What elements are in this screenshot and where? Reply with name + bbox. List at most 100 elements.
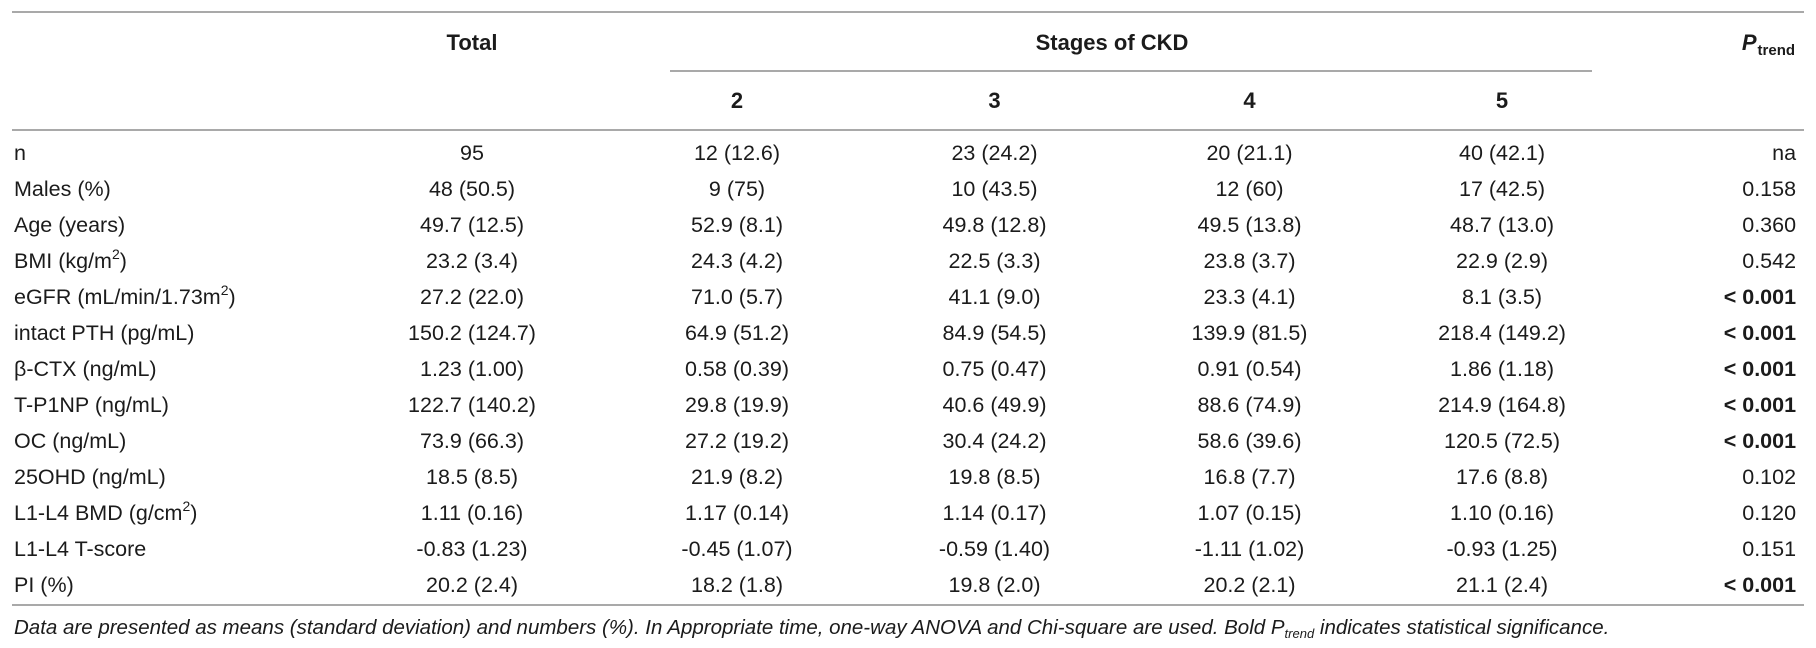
value-cell: 1.07 (0.15) <box>1197 501 1302 526</box>
value-cell: 84.9 (54.5) <box>942 321 1047 346</box>
value-cell: 24.3 (4.2) <box>690 249 784 274</box>
row-label: PI (%) <box>12 568 342 606</box>
value-cell: -1.11 (1.02) <box>1194 537 1305 562</box>
value-cell: -0.59 (1.40) <box>938 537 1051 562</box>
value-cell: 10 (43.5) <box>951 177 1038 202</box>
value-cell: 40.6 (49.9) <box>942 393 1047 418</box>
label-column-header <box>12 12 342 72</box>
value-cell: 17 (42.5) <box>1458 177 1546 202</box>
table-row: PI (%) 20.2 (2.4) 18.2 (1.8) 19.8 (2.0) 20.2… <box>12 568 1805 606</box>
header-row-2: 2 3 4 5 <box>12 72 1805 131</box>
p-trend-cell: 0.542 <box>1742 249 1797 274</box>
value-cell: -0.45 (1.07) <box>681 537 793 562</box>
value-cell: 20.2 (2.4) <box>342 568 602 606</box>
value-cell: 22.9 (2.9) <box>1456 249 1549 274</box>
value-cell: 21.1 (2.4) <box>1382 568 1623 606</box>
empty-header-cell <box>342 72 602 131</box>
value-cell: 20 (21.1) <box>1206 141 1293 166</box>
stage-2-header: 2 <box>602 72 872 131</box>
value-cell: 95 <box>460 141 484 166</box>
value-cell: 19.8 (2.0) <box>872 568 1117 606</box>
p-trend-cell: < 0.001 <box>1723 321 1797 346</box>
value-cell: 17.6 (8.8) <box>1456 465 1549 490</box>
row-label: BMI (kg/m2) <box>14 246 127 274</box>
value-cell: 18.2 (1.8) <box>602 568 872 606</box>
value-cell: 23.3 (4.1) <box>1203 285 1296 310</box>
value-cell: 214.9 (164.8) <box>1438 393 1566 418</box>
value-cell: 18.5 (8.5) <box>425 465 519 490</box>
table-footnote: Data are presented as means (standard de… <box>14 616 1610 641</box>
value-cell: 0.91 (0.54) <box>1197 357 1302 382</box>
table-row: intact PTH (pg/mL) 150.2 (124.7) 64.9 (51.… <box>12 316 1804 352</box>
value-cell: 1.23 (1.00) <box>420 357 524 382</box>
row-label: L1-L4 T-score <box>14 537 147 562</box>
value-cell: 12 (12.6) <box>693 141 781 166</box>
value-cell: 88.6 (74.9) <box>1197 393 1302 418</box>
value-cell: 49.5 (13.8) <box>1197 213 1302 238</box>
row-label: eGFR (mL/min/1.73m2) <box>14 282 236 310</box>
value-cell: 16.8 (7.7) <box>1203 465 1296 490</box>
row-label: OC (ng/mL) <box>14 429 127 454</box>
table-row: T-P1NP (ng/mL) 122.7 (140.2) 29.8 (19.9) 40… <box>12 388 1804 424</box>
p-trend-cell: < 0.001 <box>1723 285 1797 310</box>
value-cell: 64.9 (51.2) <box>685 321 789 346</box>
row-label: n <box>14 141 26 166</box>
value-cell: 41.1 (9.0) <box>948 285 1041 310</box>
value-cell: 58.6 (39.6) <box>1197 429 1302 454</box>
row-label: Males (%) <box>14 177 111 202</box>
p-trend-cell: 0.158 <box>1742 177 1797 202</box>
table-row: Age (years) 49.7 (12.5) 52.9 (8.1) 49.8 (12… <box>12 208 1804 244</box>
p-trend-column-header: Ptrend <box>1741 29 1796 59</box>
footnote-p-symbol: P <box>1270 616 1285 639</box>
value-cell: 9 (75) <box>708 177 766 202</box>
p-trend-cell: 0.102 <box>1742 465 1797 490</box>
stages-of-ckd-label: Stages of CKD <box>1035 29 1189 55</box>
table-row: OC (ng/mL) 73.9 (66.3) 27.2 (19.2) 30.4 (24… <box>12 424 1804 460</box>
table-row: L1-L4 T-score -0.83 (1.23) -0.45 (1.07) -0.… <box>12 532 1804 568</box>
table-header: Total Stages of CKD Ptrend 2 3 4 5 <box>12 12 1805 131</box>
value-cell: 73.9 (66.3) <box>420 429 524 454</box>
value-cell: 120.5 (72.5) <box>1444 429 1560 454</box>
row-label: L1-L4 BMD (g/cm2) <box>14 498 198 526</box>
total-column-header: Total <box>446 29 498 55</box>
value-cell: 1.11 (0.16) <box>420 501 524 526</box>
table-row: BMI (kg/m2) 23.2 (3.4) 24.3 (4.2) 22.5 (3.3… <box>12 244 1804 280</box>
value-cell: 0.58 (0.39) <box>685 357 789 382</box>
table-row: n 95 12 (12.6) 23 (24.2) 20 (21.1) 40 (42.1) n… <box>12 130 1804 172</box>
empty-header-cell <box>1622 72 1805 131</box>
value-cell: 22.5 (3.3) <box>948 249 1041 274</box>
row-label: 25OHD (ng/mL) <box>14 465 166 490</box>
stages-underline-rule <box>670 70 1593 72</box>
stages-of-ckd-header: Stages of CKD <box>602 12 1622 72</box>
value-cell: -0.83 (1.23) <box>416 537 528 562</box>
value-cell: 1.14 (0.17) <box>942 501 1047 526</box>
p-trend-cell: na <box>1772 141 1797 166</box>
p-trend-cell: 0.151 <box>1742 537 1797 562</box>
value-cell: 1.86 (1.18) <box>1450 357 1555 382</box>
value-cell: 27.2 (19.2) <box>685 429 789 454</box>
value-cell: 40 (42.1) <box>1458 141 1546 166</box>
value-cell: 30.4 (24.2) <box>942 429 1047 454</box>
value-cell: -0.93 (1.25) <box>1446 537 1558 562</box>
row-label: T-P1NP (ng/mL) <box>14 393 169 418</box>
value-cell: 71.0 (5.7) <box>690 285 784 310</box>
stage-5-header: 5 <box>1382 72 1623 131</box>
table-row: 25OHD (ng/mL) 18.5 (8.5) 21.9 (8.2) 19.8 (8… <box>12 460 1804 496</box>
stage-3-header: 3 <box>872 72 1117 131</box>
value-cell: 23.8 (3.7) <box>1203 249 1296 274</box>
value-cell: 48 (50.5) <box>428 177 516 202</box>
value-cell: 27.2 (22.0) <box>420 285 524 310</box>
value-cell: 20.2 (2.1) <box>1117 568 1382 606</box>
value-cell: 218.4 (149.2) <box>1438 321 1566 346</box>
value-cell: 8.1 (3.5) <box>1461 285 1543 310</box>
table-row: β-CTX (ng/mL) 1.23 (1.00) 0.58 (0.39) 0.75 … <box>12 352 1804 388</box>
p-trend-cell: < 0.001 <box>1723 393 1797 418</box>
value-cell: 1.10 (0.16) <box>1450 501 1555 526</box>
p-trend-cell: < 0.001 <box>1723 357 1797 382</box>
row-label: intact PTH (pg/mL) <box>14 321 195 346</box>
value-cell: 139.9 (81.5) <box>1191 321 1308 346</box>
table-row: eGFR (mL/min/1.73m2) 27.2 (22.0) 71.0 (5.7… <box>12 280 1804 316</box>
p-trend-cell: < 0.001 <box>1622 568 1805 606</box>
value-cell: 49.8 (12.8) <box>942 213 1047 238</box>
value-cell: 122.7 (140.2) <box>408 393 536 418</box>
